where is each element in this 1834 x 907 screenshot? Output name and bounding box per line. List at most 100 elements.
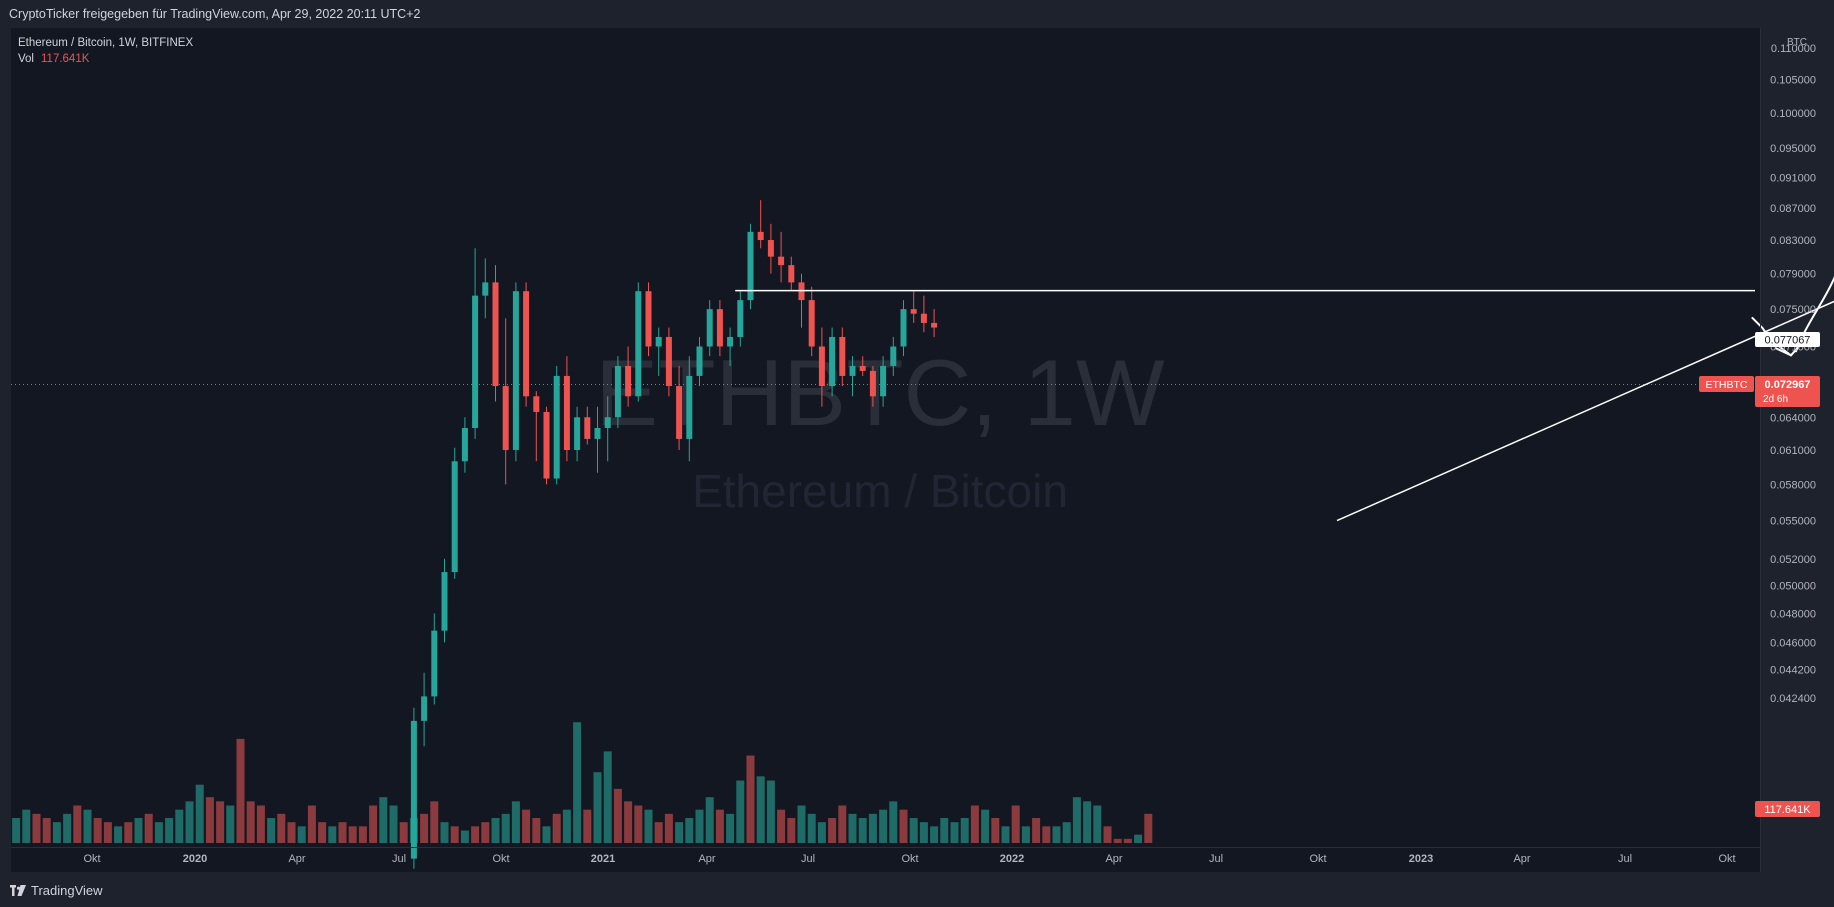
price-tick-label: 0.042400 (1770, 693, 1816, 705)
price-tick-label: 0.087000 (1770, 203, 1816, 215)
candle (635, 282, 642, 402)
volume-bar (1021, 826, 1030, 843)
volume-bar (1083, 801, 1092, 843)
volume-bar (1042, 826, 1051, 843)
volume-bar (236, 738, 245, 843)
time-tick-label: 2022 (1000, 853, 1024, 865)
candle (492, 265, 499, 402)
candle-body (880, 365, 887, 397)
volume-bar (634, 805, 643, 843)
last-price-value: 0.072967 (1765, 379, 1811, 391)
candle (900, 300, 907, 357)
candlestick-series (410, 200, 938, 869)
chart-background (11, 28, 1760, 872)
volume-bar (1032, 818, 1041, 843)
volume-bar (165, 818, 174, 843)
price-tick-label: 0.050000 (1770, 581, 1816, 593)
volume-bar (52, 822, 61, 843)
candle-body (778, 256, 785, 266)
candle-body (512, 291, 519, 450)
candle (472, 248, 479, 439)
candle (482, 258, 489, 319)
candle-body (584, 417, 591, 439)
volume-bar (83, 809, 92, 843)
volume-bar (195, 784, 204, 843)
tradingview-brand[interactable]: TradingView (10, 883, 103, 898)
candle (727, 327, 734, 366)
candle (757, 200, 764, 249)
volume-bar (777, 809, 786, 843)
time-tick-label: Apr (288, 853, 305, 865)
candle-body (808, 300, 815, 347)
volume-bar (399, 822, 408, 843)
candle-body (931, 322, 938, 328)
volume-bar (787, 818, 796, 843)
candle (410, 707, 417, 869)
candle-body (920, 313, 927, 323)
volume-bar (287, 822, 296, 843)
volume-bar (256, 805, 265, 843)
volume-bar (858, 818, 867, 843)
candle-body (523, 291, 530, 397)
price-tick-label: 0.095000 (1770, 143, 1816, 155)
candle-body (574, 417, 581, 450)
price-tick-label: 0.110000 (1771, 43, 1816, 55)
volume-bar (797, 805, 806, 843)
volume-bar (715, 809, 724, 843)
time-tick-label: 2021 (591, 853, 615, 865)
time-tick-label: Jul (392, 853, 406, 865)
price-axis[interactable]: BTC 0.110000 0.105000 0.100000 0.095000 0.09… (1770, 37, 1816, 705)
candle-body (859, 365, 866, 371)
volume-bar (1103, 826, 1112, 843)
time-tick-label: Okt (1309, 853, 1326, 865)
candle (614, 356, 621, 429)
volume-bar (1011, 805, 1020, 843)
time-tick-label: Okt (1718, 853, 1735, 865)
price-tick-label: 0.100000 (1770, 108, 1816, 120)
volume-bar (1123, 838, 1132, 843)
candle (543, 406, 550, 485)
candle (767, 223, 774, 274)
volume-bar (828, 818, 837, 843)
volume-bar (644, 809, 653, 843)
candle-body (910, 309, 917, 314)
brand-label: TradingView (31, 883, 103, 898)
candle (421, 672, 428, 747)
time-tick-label: Okt (901, 853, 918, 865)
time-axis[interactable]: Okt 2020 Apr Jul Okt 2021 Apr Jul Okt 2022 Apr Jul O… (83, 853, 1735, 865)
candle (553, 365, 560, 485)
volume-bar (369, 805, 378, 843)
candle (849, 356, 856, 397)
candle (890, 336, 897, 376)
candle (533, 391, 540, 462)
candle (665, 327, 672, 397)
time-tick-label: 2020 (183, 853, 207, 865)
price-tick-label: 0.044200 (1770, 665, 1816, 677)
share-title: CryptoTicker freigegeben für TradingView… (9, 7, 421, 21)
candle-body (410, 720, 417, 859)
volume-bar (1134, 834, 1143, 843)
legend-symbol: Ethereum / Bitcoin, 1W, BITFINEX (18, 37, 193, 49)
symbol-tag-text: ETHBTC (1706, 379, 1748, 391)
volume-bar (868, 813, 877, 843)
candle (778, 231, 785, 283)
volume-bar (246, 801, 255, 843)
candle-body (502, 386, 509, 450)
volume-bar (675, 822, 684, 843)
volume-bar (12, 818, 21, 843)
volume-bar (726, 813, 735, 843)
price-tick-label: 0.105000 (1770, 75, 1816, 87)
volume-bar (970, 805, 979, 843)
candle (686, 356, 693, 462)
level-price-label: 0.077067 (1755, 332, 1820, 347)
volume-bar (93, 818, 102, 843)
candle-body (849, 365, 856, 376)
candle (920, 295, 927, 333)
price-tick-label: 0.075000 (1770, 304, 1816, 316)
candle-body (492, 282, 499, 387)
volume-bar (1072, 797, 1081, 843)
volume-bar (991, 818, 1000, 843)
candle-body (839, 336, 846, 376)
volume-bar (114, 826, 123, 843)
